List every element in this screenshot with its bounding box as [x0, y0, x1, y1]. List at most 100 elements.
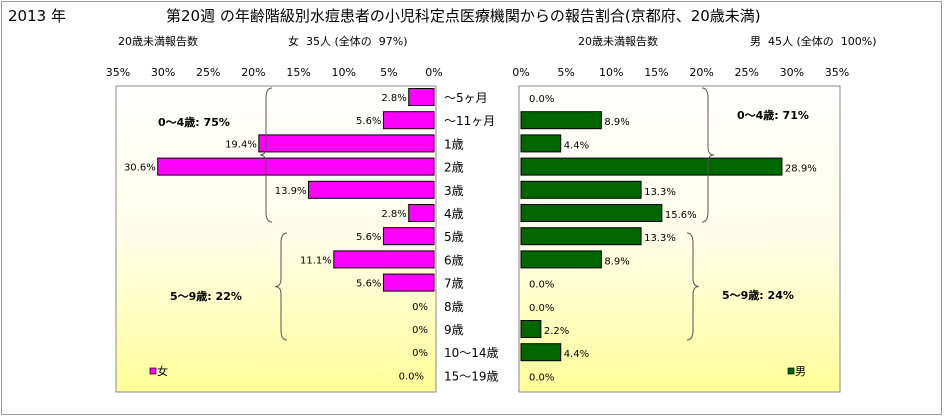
female-brace-5-9 [274, 232, 288, 341]
female-bar [308, 180, 435, 199]
age-group-braces: 0～4歳: 75% 5～9歳: 22% 0～4歳: 71% 5～9歳: 24% [158, 87, 809, 341]
female-value-label: 13.9% [275, 186, 307, 197]
male-x-axis: 0% 5% 10% 15% 20% 25% 30% 35% [512, 66, 849, 79]
male-value-label: 28.9% [785, 164, 817, 175]
female-value-labels: 2.8% 5.6% 19.4% 30.6% 13.9% 2.8% 5.6% 11.1% 5.6%… [124, 93, 428, 382]
male-value-labels: 0.0% 8.9% 4.4% 28.9% 13.3% 15.6% 13.3% 8.9% 0.0%… [529, 94, 817, 383]
male-x-tick-label: 0% [512, 66, 529, 79]
female-legend-swatch [149, 367, 157, 375]
male-bar [520, 343, 562, 362]
chart-title: 第20週 の年齢階級別水痘患者の小児科定点医療機関からの報告割合(京都府、20歳… [166, 7, 761, 25]
age-category-label: 5歳 [444, 230, 464, 244]
female-x-tick-label: 5% [380, 66, 397, 79]
male-bar [520, 204, 663, 222]
female-value-label: 2.8% [381, 93, 406, 104]
male-legend-label: 男 [795, 365, 806, 378]
male-bar [520, 250, 602, 269]
female-series-label: 20歳未満報告数 [118, 35, 198, 48]
age-category-label: 10～14歳 [444, 346, 499, 360]
age-category-labels: ～5ヶ月 ～11ヶ月 1歳 2歳 3歳 4歳 5歳 6歳 7歳 8歳 9歳 10～14歳 15～19歳 [444, 91, 499, 383]
male-value-label: 15.6% [665, 210, 697, 221]
male-value-label: 0.0% [529, 303, 554, 314]
age-category-label: 8歳 [444, 300, 464, 314]
female-value-label: 11.1% [300, 255, 332, 266]
female-bars [157, 88, 435, 292]
female-value-label: 0.0% [399, 371, 424, 382]
male-bar [520, 320, 542, 338]
female-value-label: 5.6% [356, 279, 381, 290]
female-value-label: 19.4% [225, 139, 257, 150]
female-value-label: 0% [412, 302, 428, 313]
female-bar [382, 227, 435, 246]
female-x-tick-label: 0% [425, 66, 442, 79]
male-annotation-5-9: 5～9歳: 24% [722, 288, 794, 302]
male-value-label: 13.3% [644, 233, 676, 244]
female-bar [408, 88, 435, 106]
female-bar [408, 204, 435, 222]
male-x-tick-label: 35% [825, 66, 849, 79]
female-annotation-5-9: 5～9歳: 22% [170, 289, 242, 303]
male-series-label: 20歳未満報告数 [578, 35, 658, 48]
female-x-tick-label: 10% [331, 66, 355, 79]
male-annotation-0-4: 0～4歳: 71% [737, 108, 809, 122]
age-category-label: 9歳 [444, 323, 464, 337]
male-bar [520, 111, 602, 130]
age-category-label: 4歳 [444, 207, 464, 221]
female-value-label: 5.6% [356, 116, 381, 127]
male-legend-swatch [787, 367, 795, 375]
male-bar [520, 180, 642, 199]
male-x-tick-label: 20% [689, 66, 713, 79]
female-value-label: 0% [412, 325, 428, 336]
male-value-label: 4.4% [564, 140, 589, 151]
female-bar [258, 134, 435, 153]
female-bar [382, 273, 435, 292]
age-category-label: 2歳 [444, 161, 464, 175]
male-value-label: 8.9% [604, 256, 629, 267]
age-category-label: 1歳 [444, 137, 464, 151]
female-value-label: 0% [412, 348, 428, 359]
female-x-tick-label: 15% [286, 66, 310, 79]
male-value-label: 2.2% [544, 326, 569, 337]
female-value-label: 2.8% [381, 209, 406, 220]
female-x-axis: 35% 30% 25% 20% 15% 10% 5% 0% [106, 66, 443, 79]
male-value-label: 4.4% [564, 349, 589, 360]
male-x-tick-label: 10% [599, 66, 623, 79]
male-bar [520, 227, 642, 246]
male-bar [520, 134, 562, 153]
male-value-label: 13.3% [644, 187, 676, 198]
female-x-tick-label: 25% [196, 66, 220, 79]
female-value-label: 5.6% [356, 232, 381, 243]
male-summary: 男 45人 (全体の 100%) [750, 34, 877, 48]
male-bar [520, 157, 783, 176]
male-value-label: 8.9% [604, 117, 629, 128]
year-label: 2013 年 [8, 7, 66, 25]
male-value-label: 0.0% [529, 94, 554, 105]
male-brace-5-9 [686, 232, 700, 341]
male-x-tick-label: 25% [734, 66, 758, 79]
age-category-label: 6歳 [444, 253, 464, 267]
female-legend-label: 女 [157, 364, 168, 378]
male-x-tick-label: 30% [780, 66, 804, 79]
female-bar [333, 250, 435, 269]
male-value-label: 0.0% [529, 372, 554, 383]
male-value-label: 0.0% [529, 280, 554, 291]
female-x-tick-label: 35% [106, 66, 130, 79]
female-value-label: 30.6% [124, 163, 156, 174]
male-bars [520, 111, 783, 362]
female-x-tick-label: 30% [151, 66, 175, 79]
female-bar [382, 111, 435, 130]
age-category-label: 7歳 [444, 277, 464, 291]
female-bar [157, 157, 435, 176]
age-category-label: ～5ヶ月 [444, 91, 488, 105]
female-x-tick-label: 20% [241, 66, 265, 79]
male-x-tick-label: 15% [644, 66, 668, 79]
male-brace-0-4 [701, 87, 715, 223]
age-category-label: 3歳 [444, 184, 464, 198]
age-category-label: ～11ヶ月 [444, 114, 495, 128]
male-x-tick-label: 5% [557, 66, 574, 79]
female-summary: 女 35人 (全体の 97%) [288, 34, 408, 48]
age-category-label: 15～19歳 [444, 369, 499, 383]
female-brace-0-4 [259, 87, 273, 223]
female-annotation-0-4: 0～4歳: 75% [158, 115, 230, 129]
